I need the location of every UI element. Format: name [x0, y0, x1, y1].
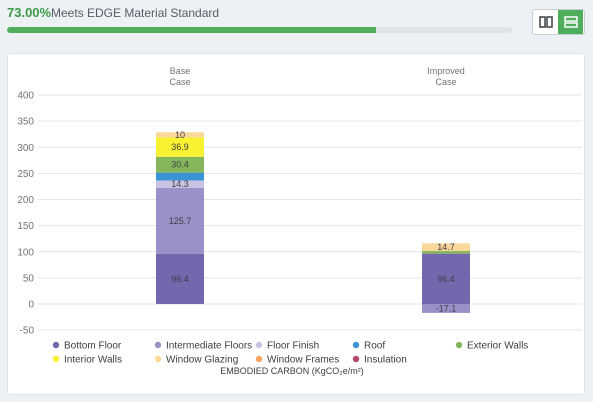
category-label: Improved — [427, 66, 465, 76]
legend-marker — [352, 355, 360, 363]
y-tick-label: 400 — [17, 91, 34, 102]
embodied-carbon-chart: -50050100150200250300350400BaseCaseImpro… — [17, 66, 582, 376]
columns-view-icon — [538, 16, 553, 28]
legend-marker — [154, 341, 162, 349]
score-progress-bar — [7, 27, 512, 33]
data-label: 14.3 — [171, 179, 189, 189]
y-tick-label: 100 — [17, 247, 34, 258]
legend-label: Window Frames — [267, 355, 339, 366]
rows-view-icon — [563, 16, 578, 28]
bar-segment — [422, 304, 470, 313]
y-tick-label: 50 — [23, 273, 35, 284]
bar-segment — [156, 253, 204, 304]
y-tick-label: 350 — [17, 117, 34, 128]
score-header: 73.00% Meets EDGE Material Standard — [0, 0, 593, 44]
legend-label: Exterior Walls — [467, 341, 528, 352]
data-label: 30.4 — [171, 160, 189, 170]
view-toggle — [532, 9, 585, 35]
bar-segment — [422, 251, 470, 254]
chart-panel: -50 0 50 100 150 200 250 300 350 400 Base Case Impro… — [7, 53, 585, 395]
legend-marker — [352, 341, 360, 349]
y-tick-label: 150 — [17, 221, 34, 232]
legend-marker — [455, 341, 463, 349]
score-label: Meets EDGE Material Standard — [51, 6, 220, 20]
y-tick-label: 300 — [17, 143, 34, 154]
bar-segment — [156, 172, 204, 181]
legend-marker — [154, 355, 162, 363]
y-tick-label: 250 — [17, 169, 34, 180]
score-percent: 73.00% — [7, 5, 52, 20]
legend-label: Insulation — [364, 355, 407, 366]
bar-segment — [156, 180, 204, 188]
bar-segment — [422, 243, 470, 252]
data-label: -17.1 — [436, 303, 457, 313]
category-label: Case — [169, 77, 190, 87]
bar-segment — [156, 137, 204, 157]
rows-view-button[interactable] — [558, 10, 583, 34]
legend-label: Window Glazing — [166, 355, 238, 366]
legend-label: Bottom Floor — [64, 341, 122, 352]
legend-marker — [52, 341, 60, 349]
y-tick-label: 200 — [17, 195, 34, 206]
data-label: 10 — [175, 130, 185, 140]
legend-marker — [255, 341, 263, 349]
data-label: 14.7 — [437, 242, 455, 252]
legend-label: Roof — [364, 341, 385, 352]
category-label: Case — [435, 77, 456, 87]
bar-segment — [156, 187, 204, 254]
bar-segment — [422, 253, 470, 304]
data-label: 125.7 — [169, 216, 192, 226]
data-label: 96.4 — [171, 274, 189, 284]
score-progress-fill — [7, 27, 376, 33]
legend-label: Intermediate Floors — [166, 341, 252, 352]
y-tick-label: 0 — [28, 300, 34, 311]
bar-segment — [156, 132, 204, 138]
y-tick-label: -50 — [20, 326, 35, 337]
data-label: 36.9 — [171, 142, 189, 152]
legend-label: Interior Walls — [64, 355, 122, 366]
bar-segment — [156, 156, 204, 173]
columns-view-button[interactable] — [533, 10, 558, 34]
category-label: Base — [170, 66, 191, 76]
x-axis-label: EMBODIED CARBON (KgCO₂e/m²) — [220, 366, 364, 376]
legend-label: Floor Finish — [267, 341, 319, 352]
legend-marker — [52, 355, 60, 363]
legend-marker — [255, 355, 263, 363]
data-label: 96.4 — [437, 274, 455, 284]
